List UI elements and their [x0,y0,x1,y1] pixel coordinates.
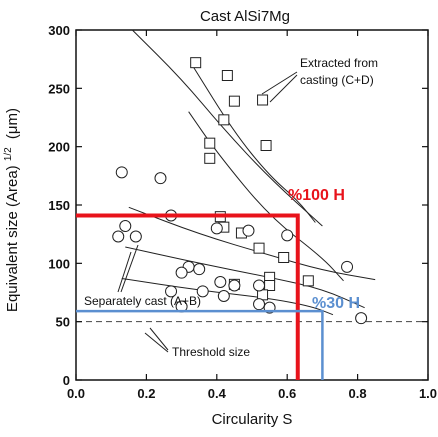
circle-point [154,172,167,185]
y-axis-label-sup: 1/2 [3,147,14,161]
square-point [221,70,233,81]
square-point [302,275,314,287]
label-30-h: %30 H [312,295,360,312]
circle-point [129,230,142,243]
trend-curve-3 [188,111,344,282]
trend-curve-5 [125,246,365,309]
x-axis-label: Circularity S [212,411,293,428]
square-point [264,280,276,291]
circle-point [175,266,188,279]
circle-point [210,222,223,235]
y-tick-label: 300 [48,23,70,38]
circle-point [341,260,354,273]
axes: 0.0 0.2 0.4 0.6 0.8 1.0 0 50 100 150 200 250 300 [48,23,437,401]
circle-point [115,166,128,179]
trend-curve-2 [191,64,316,223]
circle-point [253,298,266,311]
annotation-threshold: Threshold size [172,345,250,359]
annotation-pointer-3 [117,251,132,293]
annotation-pointer-4 [120,244,139,293]
y-axis-label: Equivalent size (Area) 1/2 (μm) [0,108,21,312]
annotation-pointer-2 [269,74,298,103]
square-point [228,95,240,107]
circle-point [119,220,132,232]
plot-frame [75,29,429,381]
x-tick-label: 0.8 [349,386,367,401]
circle-point [281,229,294,242]
trend-curve-6 [121,278,334,316]
circle-point [165,285,178,298]
circle-point [217,290,230,302]
x-tick-label: 0.6 [278,386,296,401]
annotation-separately-cast: Separately cast (A+B) [84,294,201,308]
y-tick-label: 50 [56,315,70,330]
x-tick-label: 0.2 [137,386,155,401]
circle-point [196,285,209,298]
y-tick-label: 150 [48,198,70,213]
square-point [253,242,265,254]
square-point [257,94,269,106]
y-tick-label: 200 [48,140,70,155]
annotation-pointer-6 [149,327,169,351]
annotation-pointer-5 [144,332,169,353]
chart-title: Cast AlSi7Mg [200,8,290,25]
y-tick-label: 100 [48,256,70,271]
x-tick-label: 1.0 [419,386,437,401]
square-point [260,140,272,151]
x-tick-label: 0.0 [67,386,85,401]
highlight-lines [76,213,324,380]
square-point [204,137,216,149]
square-point [204,152,216,164]
trend-curve-1 [131,29,323,227]
circle-point [253,279,266,292]
circle-point [355,312,368,325]
y-axis-label-unit: (μm) [4,108,21,139]
highlight-100-h [76,213,300,380]
circle-point [193,263,206,276]
y-tick-label: 250 [48,81,70,96]
square-point [278,252,290,263]
circle-point [112,230,125,243]
x-tick-label: 0.4 [208,386,227,401]
circle-point [214,276,227,288]
plot-area [75,29,429,381]
annotation-pointer-1 [261,71,298,95]
y-tick-label: 0 [63,373,70,388]
circle-point [242,224,255,237]
label-100-h: %100 H [288,187,345,204]
square-point [190,57,202,69]
circle-point [228,279,241,292]
annotation-extracted-line2: casting (C+D) [300,73,374,87]
annotation-extracted-line1: Extracted from [300,56,378,70]
highlight-30-h [76,309,324,380]
square-point [218,114,230,126]
y-axis-label-main: Equivalent size (Area) [4,165,21,312]
